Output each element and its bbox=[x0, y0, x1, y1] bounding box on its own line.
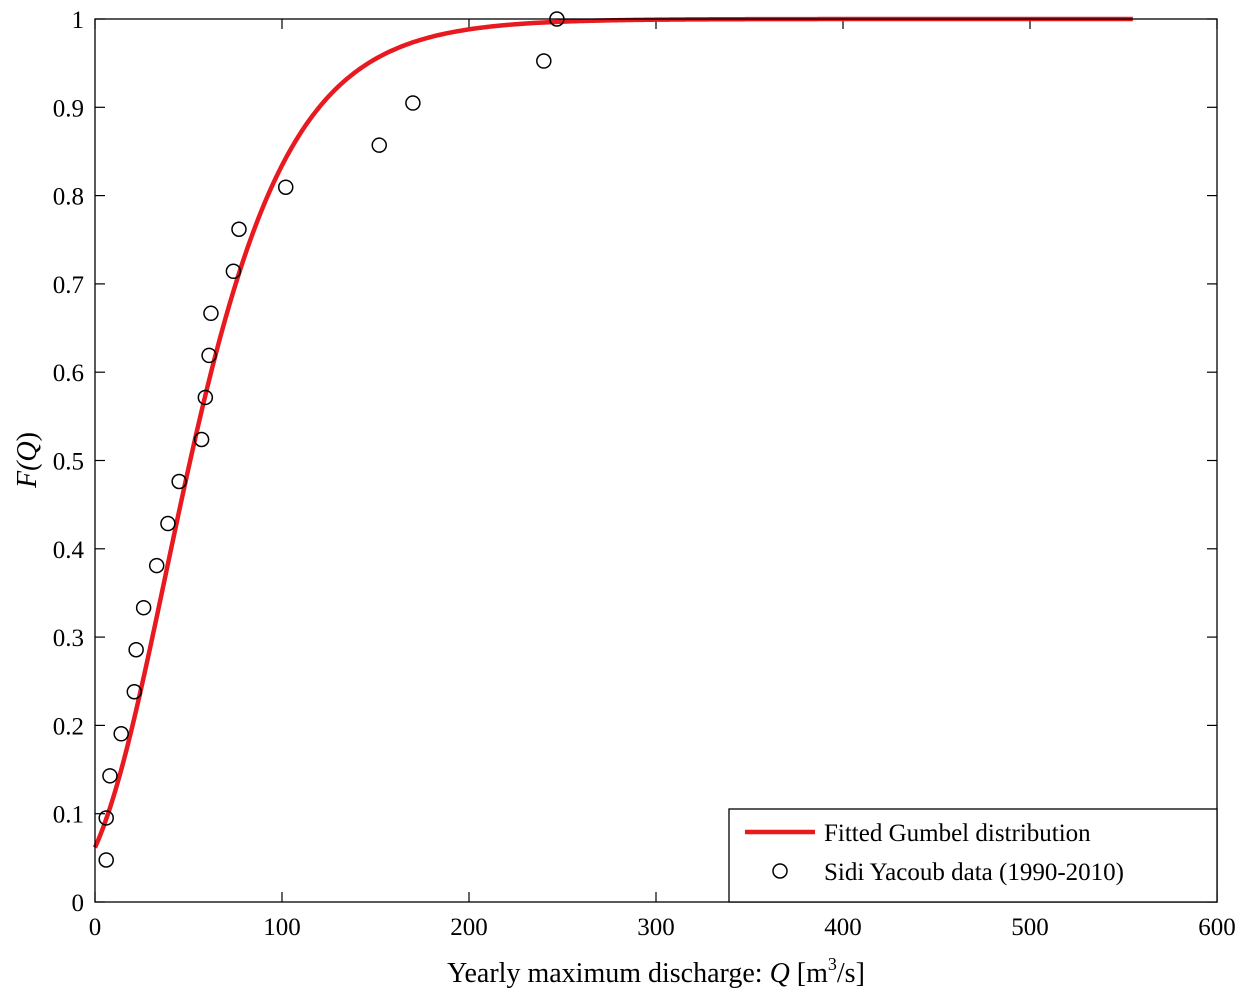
data-point bbox=[98, 852, 114, 868]
data-point bbox=[126, 684, 143, 700]
data-point bbox=[203, 305, 219, 322]
data-point bbox=[113, 726, 129, 742]
x-tick-label: 100 bbox=[263, 914, 301, 941]
data-point bbox=[231, 221, 247, 237]
x-tick-label: 500 bbox=[1011, 914, 1049, 941]
y-tick-label: 0.5 bbox=[53, 449, 84, 476]
data-point bbox=[197, 389, 214, 406]
x-tick-label: 300 bbox=[637, 914, 675, 941]
data-point bbox=[160, 515, 176, 532]
y-tick-label: 0 bbox=[72, 890, 85, 917]
plot-frame bbox=[94, 18, 1218, 903]
data-point bbox=[98, 810, 114, 826]
data-point bbox=[277, 179, 294, 195]
y-tick-label: 0.6 bbox=[53, 360, 84, 387]
plot-area-background bbox=[95, 19, 1217, 902]
legend-label-gumbel: Fitted Gumbel distribution bbox=[824, 820, 1091, 847]
data-point bbox=[405, 95, 421, 111]
y-tick-label: 0.3 bbox=[53, 625, 84, 652]
legend-marker-data bbox=[772, 863, 788, 879]
x-axis-label: Yearly maximum discharge: Q [m3/s] bbox=[447, 954, 865, 989]
y-tick-label: 0.7 bbox=[53, 272, 84, 299]
legend-label-data: Sidi Yacoub data (1990-2010) bbox=[824, 859, 1124, 886]
x-tick-label: 400 bbox=[824, 914, 862, 941]
data-point bbox=[371, 137, 387, 153]
x-tick-label: 600 bbox=[1198, 914, 1236, 941]
x-tick-label: 0 bbox=[89, 914, 102, 941]
data-point bbox=[135, 599, 152, 616]
data-point bbox=[193, 431, 210, 448]
data-point bbox=[201, 347, 217, 364]
y-axis-ticks: 0 0.1 0.2 0.3 0.4 0.5 0.6 0.7 0.8 0.9 1 bbox=[53, 7, 1217, 917]
y-tick-label: 1 bbox=[72, 7, 85, 34]
data-point bbox=[536, 53, 552, 69]
data-point bbox=[148, 557, 165, 574]
y-tick-label: 0.8 bbox=[53, 184, 84, 211]
y-tick-label: 0.4 bbox=[53, 537, 85, 564]
y-tick-label: 0.1 bbox=[53, 802, 84, 829]
x-tick-label: 200 bbox=[450, 914, 488, 941]
y-axis-label: F(Q) bbox=[12, 432, 43, 489]
y-tick-label: 0.2 bbox=[53, 713, 84, 740]
data-point bbox=[128, 641, 144, 658]
data-point bbox=[171, 473, 187, 490]
legend: Fitted Gumbel distribution Sidi Yacoub d… bbox=[728, 808, 1218, 903]
legend-box bbox=[728, 808, 1218, 903]
data-point bbox=[102, 768, 118, 784]
y-tick-label: 0.9 bbox=[53, 95, 84, 122]
data-point bbox=[225, 263, 242, 280]
x-axis-ticks: 0 100 200 300 400 500 600 bbox=[89, 19, 1236, 941]
